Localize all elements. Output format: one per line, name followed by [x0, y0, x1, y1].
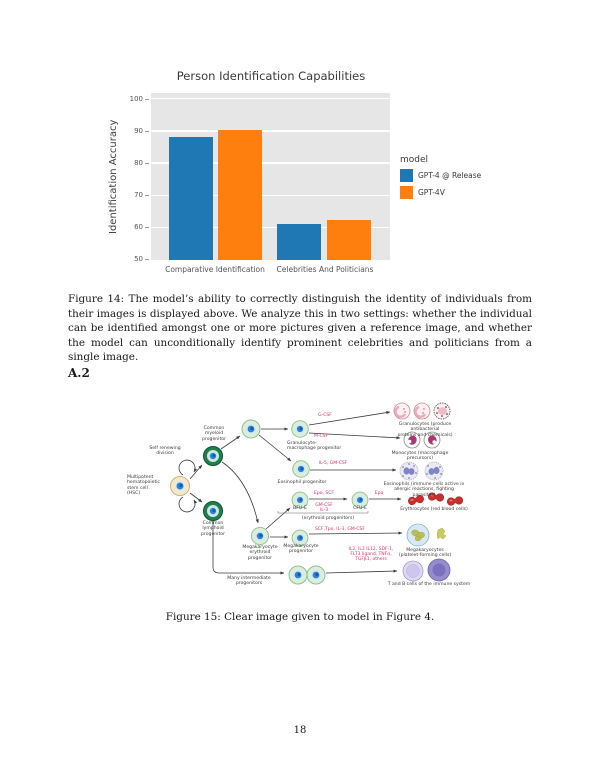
label-erythrocytes: Erythrocytes (red blood cells) — [400, 507, 468, 512]
label-common-lymphoid: Common lymphoid progenitor — [201, 521, 225, 537]
figure14-caption: Figure 14: The model’s ability to correc… — [68, 293, 532, 364]
page-number: 18 — [293, 725, 307, 736]
label-erythroid-progenitors: (erythroid progenitors) — [301, 516, 355, 521]
y-tick: 100 — [121, 95, 149, 104]
megakaryocyte-cells — [406, 523, 447, 547]
label-hsc: Multipotent hematopoietic stem cell (HSC… — [127, 475, 161, 496]
erythroid-bracket — [277, 511, 369, 514]
gridline — [151, 162, 390, 164]
gridline — [151, 98, 390, 100]
label-gm-progenitor: Granulocyte- macrophage progenitor — [287, 441, 342, 452]
legend-swatch-blue — [400, 169, 413, 182]
bar-gpt4-comparative — [169, 136, 213, 260]
y-tick: 50 — [121, 255, 149, 264]
mep-cell — [250, 526, 270, 546]
figure15-diagram: Self renewing division Multipotent hemat… — [100, 392, 530, 606]
legend-item: GPT-4V — [400, 186, 520, 199]
y-tick: 70 — [121, 191, 149, 200]
label-cfu-e: CFU-E — [353, 506, 367, 511]
label-epo-scf: Epo, SCF — [314, 491, 334, 496]
figure14-chart: Person Identification Capabilities Ident… — [95, 64, 565, 289]
label-epo: Epo — [374, 491, 384, 496]
label-g-csf: G-CSF — [318, 413, 332, 418]
legend-label: GPT-4 @ Release — [418, 171, 482, 180]
y-tick: 90 — [121, 127, 149, 136]
figure15-caption: Figure 15: Clear image given to model in… — [165, 611, 435, 623]
label-common-myeloid: Common myeloid progenitor — [202, 426, 226, 442]
gridline — [151, 194, 390, 196]
eosinophil-progenitor-cell — [292, 460, 310, 478]
t-b-cells — [402, 558, 451, 582]
legend-title: model — [400, 155, 429, 165]
y-tick: 80 — [121, 159, 149, 168]
legend-swatch-orange — [400, 186, 413, 199]
monocyte-cells — [403, 431, 441, 449]
label-gmcsf-il3: GM-CSF IL-3 — [315, 503, 333, 514]
common-myeloid-progenitor-cell — [203, 446, 223, 466]
y-axis-ticks: 100 90 80 70 60 50 — [121, 93, 149, 263]
label-eosinophils: Eosinophils (immune cells active in alle… — [383, 482, 465, 498]
self-renewal-loops — [178, 459, 198, 513]
label-monocytes: Monocytes (macrophage precursors) — [391, 451, 449, 462]
diagram-arrows — [189, 411, 403, 575]
label-lymphoid-cytokines: IL2, IL3 IL12, SDF-1, FLT3 ligand, TNFα,… — [348, 547, 394, 563]
label-megakaryocytes: Megakaryocytes (platelet-forming cells) — [398, 548, 452, 559]
label-il5-gmcsf: IL-5, GM-CSF — [318, 461, 348, 466]
gm-progenitor-cell — [291, 420, 309, 438]
x-category-label: Comparative Identification — [165, 265, 265, 274]
bar-gpt4v-comparative — [218, 129, 262, 260]
label-t-b-cells: T and B cells of the immune system — [387, 582, 471, 587]
bar-gpt4v-celebrities — [327, 220, 371, 260]
gridline — [151, 130, 390, 132]
gridline — [151, 226, 390, 228]
section-heading: A.2 — [68, 366, 90, 380]
y-tick: 60 — [121, 223, 149, 232]
label-many-intermediate: Many intermediate progenitors — [227, 576, 271, 587]
label-mep: Megakaryocyte erythroid progenitor — [242, 545, 278, 561]
granulocyte-cells — [393, 402, 451, 420]
label-scf-tpo: SCF,Tpo, IL-3, GM-CSF — [315, 527, 365, 532]
legend-label: GPT-4V — [418, 188, 445, 197]
label-m-csf: M-CSF — [313, 434, 329, 439]
intermediate-progenitor-cell — [288, 565, 308, 585]
label-granulocytes: Granulocytes (produce antibacterial prot… — [397, 422, 453, 438]
y-axis-label: Identification Accuracy — [108, 119, 119, 234]
label-megakaryocyte-progenitor: Megakaryocyte progenitor — [283, 544, 319, 555]
x-category-label: Celebrities And Politicians — [276, 265, 374, 274]
hsc-cell — [170, 476, 190, 496]
eosinophil-cells — [399, 461, 444, 481]
bar-gpt4-celebrities — [277, 223, 321, 260]
intermediate-progenitor-cell — [306, 565, 326, 585]
legend-item: GPT-4 @ Release — [400, 169, 520, 182]
chart-legend: model GPT-4 @ Release GPT-4V — [400, 155, 520, 199]
common-lymphoid-progenitor-cell — [203, 501, 223, 521]
label-eosinophil-progenitor: Eosinophil progenitor — [277, 480, 327, 485]
chart-title: Person Identification Capabilities — [176, 69, 366, 83]
label-bfu-e: BFU-E — [293, 506, 307, 511]
myeloid-intermediate-cell — [241, 419, 261, 439]
label-self-renewing: Self renewing division — [149, 446, 181, 457]
diagram-artwork — [170, 402, 464, 585]
plot-panel — [151, 93, 390, 260]
